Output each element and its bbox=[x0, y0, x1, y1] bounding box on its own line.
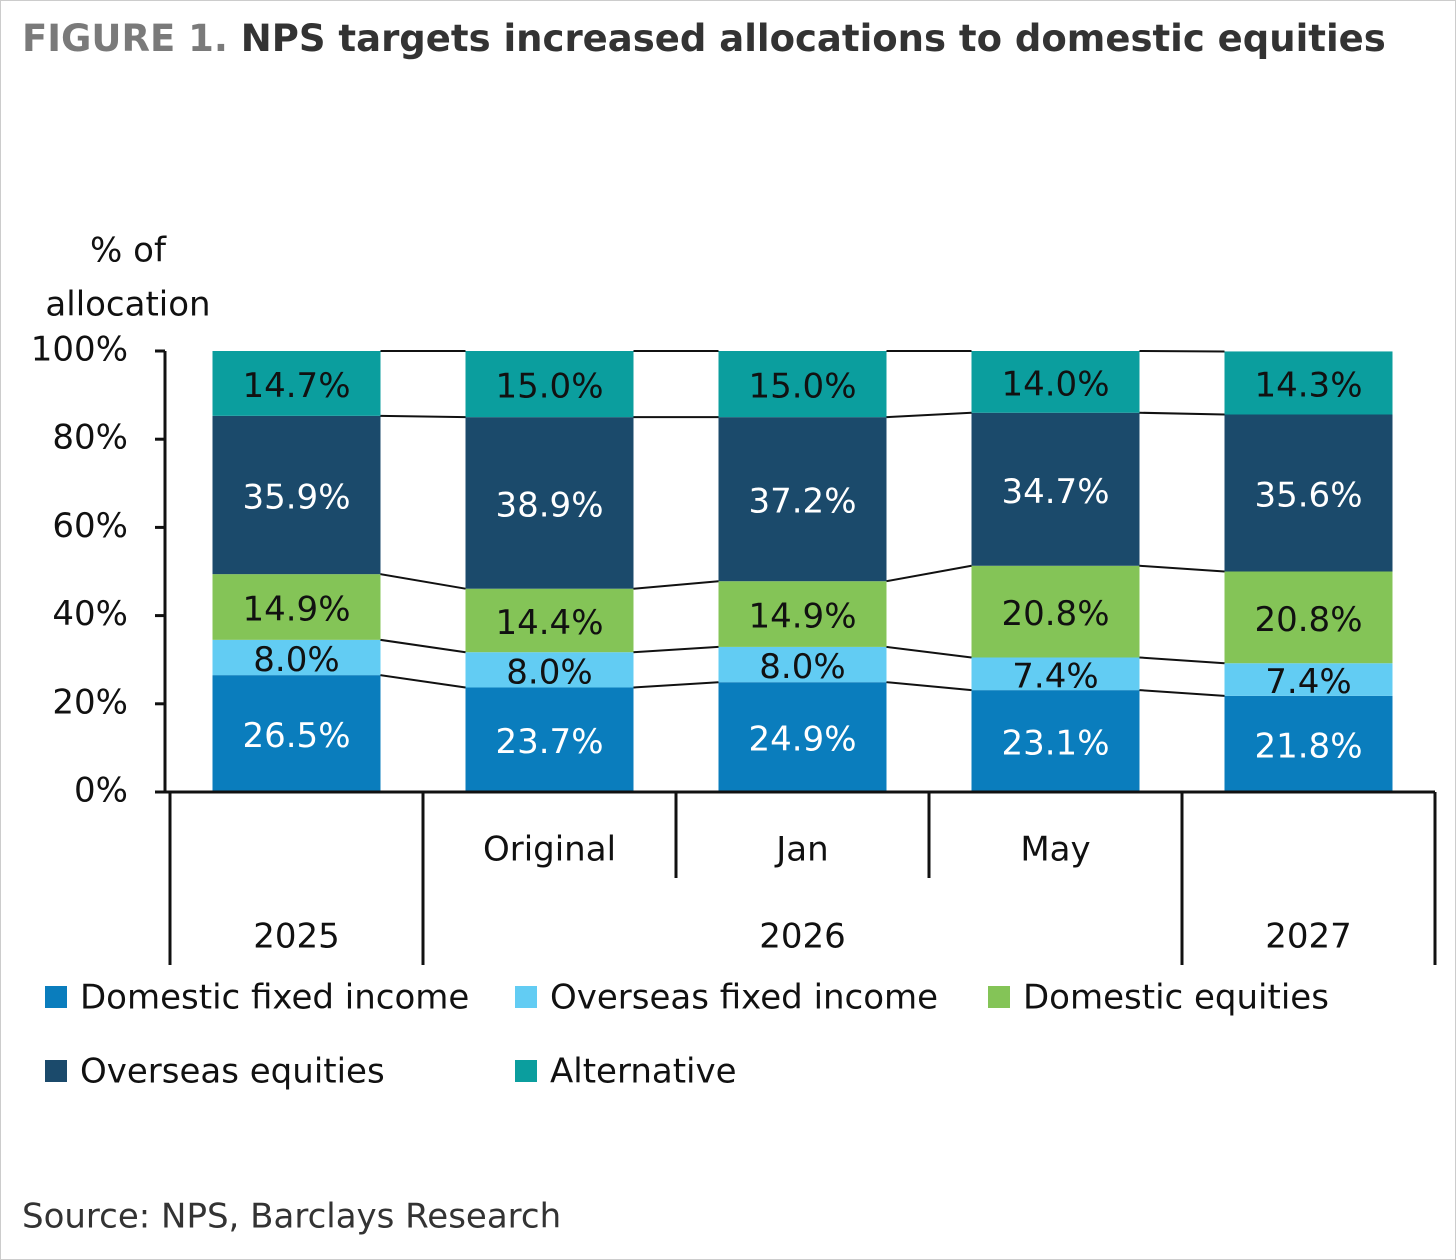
connector-line bbox=[380, 638, 466, 654]
x-group-label: 2025 bbox=[253, 917, 340, 957]
connector-line bbox=[886, 411, 972, 419]
x-tick-label: Jan bbox=[774, 830, 828, 870]
data-label: 23.7% bbox=[495, 722, 603, 762]
data-label: 15.0% bbox=[495, 367, 603, 407]
chart-title: NPS targets increased allocations to dom… bbox=[241, 17, 1386, 60]
connector-line bbox=[1139, 564, 1225, 573]
data-label: 8.0% bbox=[506, 652, 592, 692]
connector-line bbox=[886, 681, 972, 692]
legend-label: Domestic equities bbox=[1023, 978, 1329, 1018]
legend-swatch bbox=[515, 986, 537, 1008]
data-label: 14.9% bbox=[748, 597, 856, 637]
bar-segment bbox=[465, 652, 634, 688]
y-axis-label: % of bbox=[90, 231, 167, 271]
data-label: 38.9% bbox=[495, 485, 603, 525]
connector-line bbox=[380, 573, 466, 590]
legend-swatch bbox=[988, 986, 1010, 1008]
data-label: 14.3% bbox=[1254, 365, 1362, 405]
source-note: Source: NPS, Barclays Research bbox=[22, 1197, 561, 1237]
y-tick-label: 80% bbox=[52, 418, 128, 458]
data-label: 35.6% bbox=[1254, 476, 1362, 516]
data-label: 14.7% bbox=[242, 366, 350, 406]
bar-segment bbox=[465, 588, 634, 653]
data-label: 8.0% bbox=[759, 647, 845, 687]
connector-line bbox=[633, 681, 719, 689]
x-group-label: 2027 bbox=[1265, 917, 1352, 957]
legend-label: Domestic fixed income bbox=[80, 978, 469, 1018]
bar-segment bbox=[1224, 695, 1393, 792]
bar-segment bbox=[971, 565, 1140, 658]
data-label: 26.5% bbox=[242, 716, 350, 756]
data-label: 35.9% bbox=[242, 477, 350, 517]
y-tick-label: 60% bbox=[52, 506, 128, 546]
bar-segment bbox=[1224, 571, 1393, 664]
bar-segment bbox=[718, 351, 887, 418]
connector-line bbox=[633, 645, 719, 654]
bar-segment bbox=[212, 639, 381, 676]
legend-swatch bbox=[515, 1060, 537, 1082]
data-label: 20.8% bbox=[1254, 600, 1362, 640]
data-label: 8.0% bbox=[253, 640, 339, 680]
bar-segment bbox=[718, 646, 887, 683]
data-label: 21.8% bbox=[1254, 726, 1362, 766]
connector-line bbox=[1139, 411, 1225, 416]
bar-segment bbox=[1224, 414, 1393, 572]
data-label: 14.0% bbox=[1001, 364, 1109, 404]
legend-swatch bbox=[45, 1060, 67, 1082]
data-label: 15.0% bbox=[748, 367, 856, 407]
data-label: 37.2% bbox=[748, 482, 856, 522]
bar-segment bbox=[212, 351, 381, 416]
y-tick-label: 100% bbox=[31, 330, 128, 370]
bar-segment bbox=[212, 574, 381, 640]
data-label: 14.9% bbox=[242, 590, 350, 630]
bar-segment bbox=[212, 675, 381, 792]
connector-line bbox=[380, 674, 466, 689]
legend-label: Alternative bbox=[550, 1052, 737, 1092]
bar-segment bbox=[971, 657, 1140, 691]
legend-label: Overseas fixed income bbox=[550, 978, 938, 1018]
bar-segment bbox=[465, 351, 634, 418]
data-label: 20.8% bbox=[1001, 594, 1109, 634]
connector-line bbox=[1139, 656, 1225, 665]
bar-segment bbox=[465, 687, 634, 792]
bar-segment bbox=[718, 581, 887, 647]
data-label: 7.4% bbox=[1265, 662, 1351, 702]
connector-line bbox=[886, 564, 972, 583]
bar-segment bbox=[971, 412, 1140, 566]
bar-segment bbox=[971, 351, 1140, 413]
data-label: 14.4% bbox=[495, 603, 603, 643]
legend-label: Overseas equities bbox=[80, 1052, 385, 1092]
connector-line bbox=[1139, 689, 1225, 697]
chart-title-line: FIGURE 1. NPS targets increased allocati… bbox=[22, 17, 1386, 60]
figure-label: FIGURE 1. bbox=[22, 17, 228, 60]
bar-segment bbox=[465, 417, 634, 589]
y-tick-label: 40% bbox=[52, 594, 128, 634]
data-label: 34.7% bbox=[1001, 472, 1109, 512]
x-tick-label: Original bbox=[483, 830, 616, 870]
connector-line bbox=[380, 414, 466, 419]
bar-segment bbox=[971, 690, 1140, 792]
x-group-label: 2026 bbox=[759, 917, 846, 957]
bar-segment bbox=[1224, 663, 1393, 696]
bar-segment bbox=[718, 417, 887, 582]
connector-line bbox=[886, 645, 972, 659]
legend-swatch bbox=[45, 986, 67, 1008]
connector-line bbox=[633, 580, 719, 590]
x-tick-label: May bbox=[1020, 830, 1090, 870]
data-label: 24.9% bbox=[748, 720, 856, 760]
bar-segment bbox=[1224, 351, 1393, 415]
data-label: 7.4% bbox=[1012, 656, 1098, 696]
bar-segment bbox=[718, 682, 887, 792]
bar-segment bbox=[212, 415, 381, 575]
y-axis-label: allocation bbox=[45, 285, 210, 325]
y-tick-label: 20% bbox=[52, 682, 128, 722]
y-tick-label: 0% bbox=[74, 771, 128, 811]
data-label: 23.1% bbox=[1001, 724, 1109, 764]
